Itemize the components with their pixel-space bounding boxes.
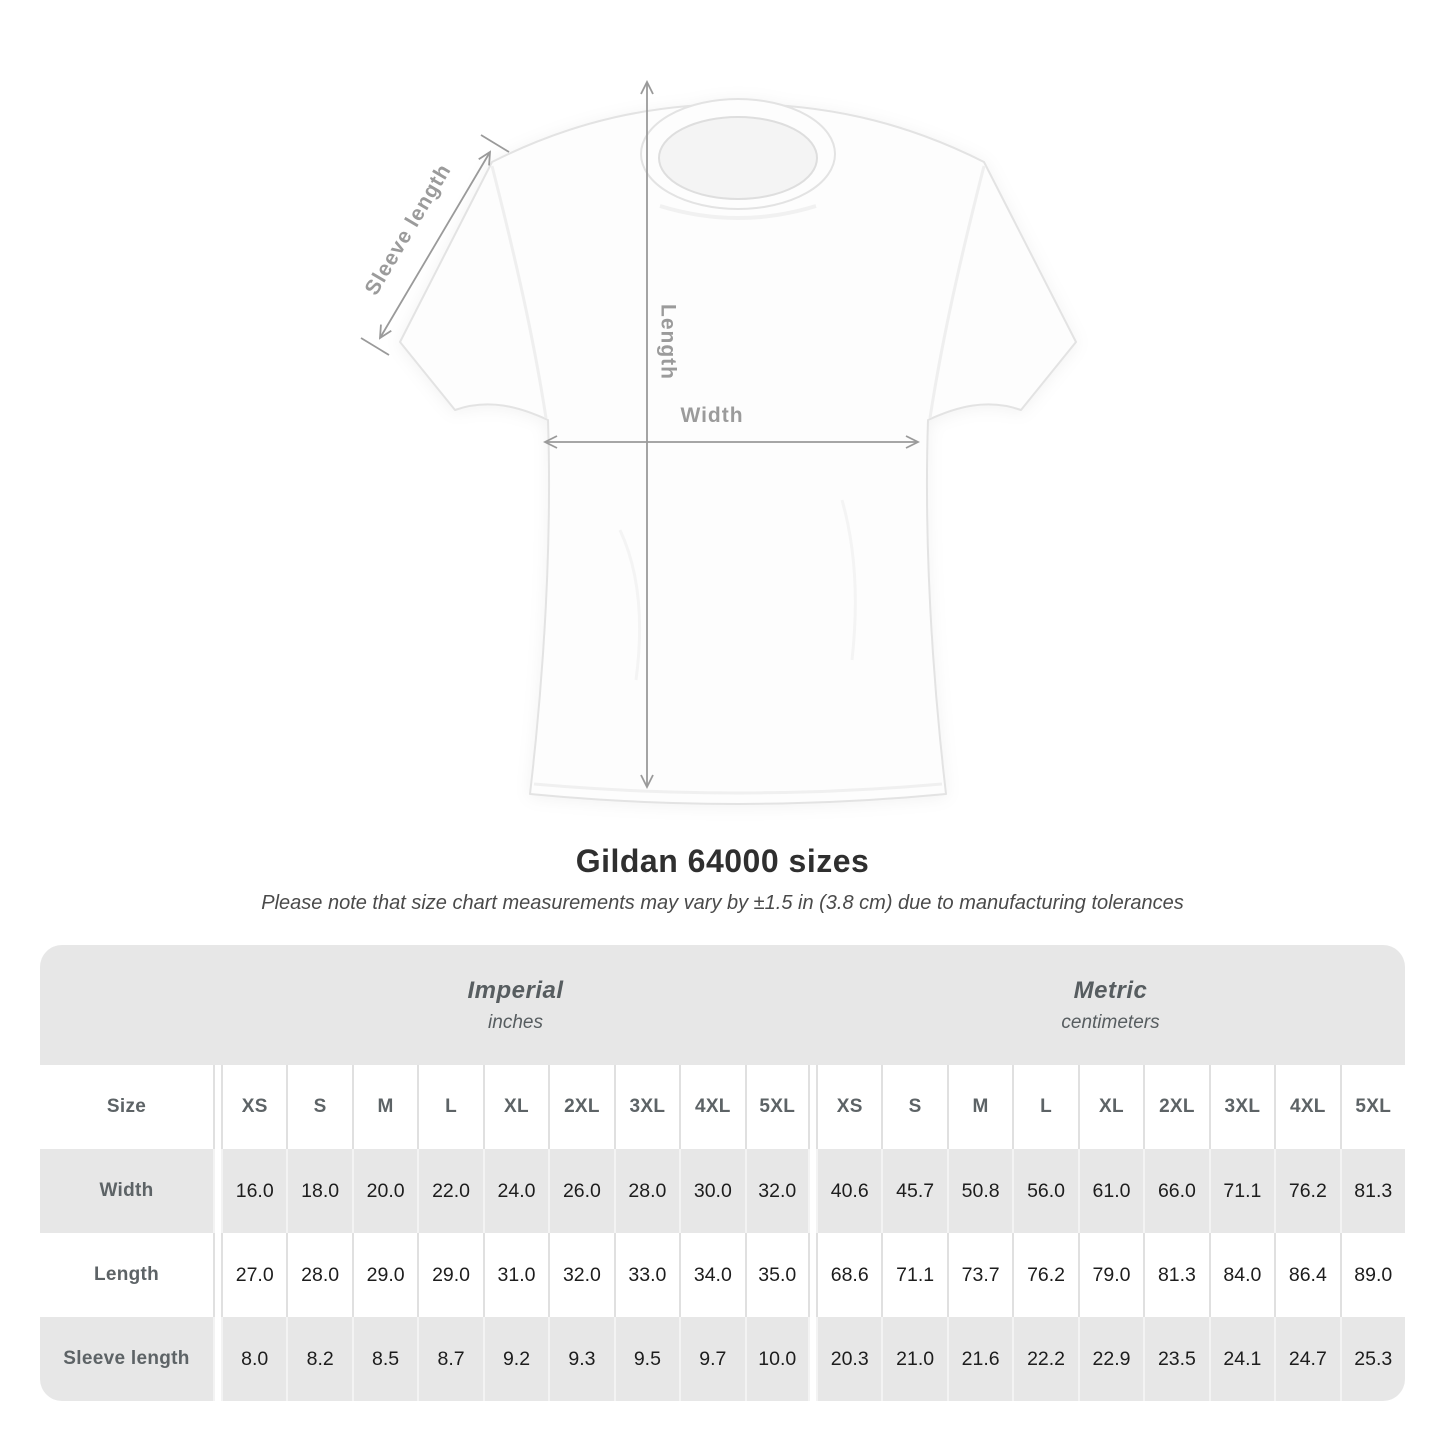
imperial-section-header: Imperial inches bbox=[221, 945, 810, 1065]
size-header-imperial-m: M bbox=[351, 1065, 417, 1149]
imperial-label: Imperial bbox=[467, 976, 564, 1004]
value-cell: 79.0 bbox=[1077, 1233, 1143, 1317]
value-cell: 45.7 bbox=[881, 1149, 947, 1233]
value-cell: 25.3 bbox=[1339, 1317, 1405, 1401]
value-cell: 9.7 bbox=[679, 1317, 745, 1401]
row-label-length: Length bbox=[40, 1233, 215, 1317]
size-header-imperial-5xl: 5XL bbox=[744, 1065, 810, 1149]
value-cell: 32.0 bbox=[744, 1149, 810, 1233]
value-cell: 20.3 bbox=[815, 1317, 882, 1401]
size-header-metric-xs: XS bbox=[815, 1065, 881, 1149]
width-label: Width bbox=[680, 404, 743, 427]
tshirt-measurement-diagram: Length Width Sleeve length bbox=[320, 30, 1130, 830]
size-header-metric-s: S bbox=[881, 1065, 946, 1149]
value-cell: 81.3 bbox=[1339, 1149, 1405, 1233]
value-cell: 22.2 bbox=[1012, 1317, 1078, 1401]
size-header-imperial-xl: XL bbox=[482, 1065, 548, 1149]
size-header-imperial-l: L bbox=[417, 1065, 482, 1149]
size-header-metric-l: L bbox=[1012, 1065, 1077, 1149]
value-cell: 16.0 bbox=[221, 1149, 287, 1233]
length-label: Length bbox=[656, 304, 679, 380]
size-table: Imperial inches Metric centimeters Size … bbox=[40, 945, 1405, 1401]
metric-section-header: Metric centimeters bbox=[816, 945, 1405, 1065]
value-cell: 23.5 bbox=[1143, 1317, 1209, 1401]
metric-unit: centimeters bbox=[1061, 1011, 1160, 1033]
value-cell: 24.7 bbox=[1274, 1317, 1340, 1401]
sleeve-length-arrow bbox=[360, 134, 510, 356]
value-cell: 35.0 bbox=[744, 1233, 810, 1317]
row-label-width: Width bbox=[40, 1149, 215, 1233]
value-cell: 29.0 bbox=[417, 1233, 482, 1317]
value-cell: 50.8 bbox=[946, 1149, 1013, 1233]
value-cell: 68.6 bbox=[815, 1233, 881, 1317]
row-label-sleeve-length: Sleeve length bbox=[40, 1317, 215, 1401]
imperial-unit: inches bbox=[488, 1011, 543, 1033]
table-row-length: Length 27.0 28.0 29.0 29.0 31.0 32.0 33.… bbox=[40, 1233, 1405, 1317]
value-cell: 76.2 bbox=[1012, 1233, 1077, 1317]
value-cell: 18.0 bbox=[286, 1149, 352, 1233]
value-cell: 8.2 bbox=[286, 1317, 352, 1401]
metric-label: Metric bbox=[1073, 976, 1148, 1004]
value-cell: 84.0 bbox=[1208, 1233, 1274, 1317]
value-cell: 22.0 bbox=[417, 1149, 483, 1233]
page-title: Gildan 64000 sizes bbox=[575, 843, 870, 879]
size-header-metric-2xl: 2XL bbox=[1143, 1065, 1208, 1149]
value-cell: 56.0 bbox=[1012, 1149, 1078, 1233]
value-cell: 9.2 bbox=[482, 1317, 549, 1401]
value-cell: 24.1 bbox=[1208, 1317, 1275, 1401]
value-cell: 89.0 bbox=[1339, 1233, 1405, 1317]
size-column-header: Size bbox=[40, 1065, 215, 1149]
value-cell: 9.5 bbox=[613, 1317, 680, 1401]
value-cell: 29.0 bbox=[351, 1233, 417, 1317]
value-cell: 22.9 bbox=[1077, 1317, 1144, 1401]
size-header-imperial-s: S bbox=[286, 1065, 351, 1149]
unit-header-band: Imperial inches Metric centimeters bbox=[40, 945, 1405, 1065]
value-cell: 31.0 bbox=[482, 1233, 548, 1317]
value-cell: 28.0 bbox=[613, 1149, 680, 1233]
value-cell: 28.0 bbox=[286, 1233, 351, 1317]
value-cell: 21.0 bbox=[881, 1317, 947, 1401]
tshirt-illustration bbox=[399, 98, 1077, 805]
size-header-metric-4xl: 4XL bbox=[1274, 1065, 1339, 1149]
value-cell: 40.6 bbox=[815, 1149, 882, 1233]
tolerance-note: Please note that size chart measurements… bbox=[261, 892, 1184, 914]
size-header-metric-5xl: 5XL bbox=[1339, 1065, 1405, 1149]
value-cell: 81.3 bbox=[1143, 1233, 1208, 1317]
value-cell: 8.5 bbox=[351, 1317, 418, 1401]
value-cell: 20.0 bbox=[351, 1149, 418, 1233]
value-cell: 33.0 bbox=[613, 1233, 679, 1317]
size-header-imperial-4xl: 4XL bbox=[679, 1065, 744, 1149]
value-cell: 9.3 bbox=[548, 1317, 614, 1401]
value-cell: 34.0 bbox=[679, 1233, 744, 1317]
value-cell: 73.7 bbox=[946, 1233, 1012, 1317]
value-cell: 8.0 bbox=[221, 1317, 287, 1401]
value-cell: 24.0 bbox=[482, 1149, 549, 1233]
value-cell: 76.2 bbox=[1274, 1149, 1340, 1233]
value-cell: 8.7 bbox=[417, 1317, 483, 1401]
value-cell: 27.0 bbox=[221, 1233, 286, 1317]
value-cell: 21.6 bbox=[946, 1317, 1013, 1401]
size-header-metric-xl: XL bbox=[1077, 1065, 1143, 1149]
value-cell: 32.0 bbox=[548, 1233, 613, 1317]
value-cell: 71.1 bbox=[1208, 1149, 1275, 1233]
value-cell: 86.4 bbox=[1274, 1233, 1339, 1317]
value-cell: 10.0 bbox=[744, 1317, 810, 1401]
size-header-imperial-3xl: 3XL bbox=[613, 1065, 679, 1149]
value-cell: 61.0 bbox=[1077, 1149, 1144, 1233]
tshirt-graphic: Length Width Sleeve length bbox=[360, 30, 1077, 805]
value-cell: 71.1 bbox=[881, 1233, 946, 1317]
value-cell: 30.0 bbox=[679, 1149, 745, 1233]
table-row-width: Width 16.0 18.0 20.0 22.0 24.0 26.0 28.0… bbox=[40, 1149, 1405, 1233]
table-row-sleeve-length: Sleeve length 8.0 8.2 8.5 8.7 9.2 9.3 9.… bbox=[40, 1317, 1405, 1401]
value-cell: 66.0 bbox=[1143, 1149, 1209, 1233]
size-header-metric-m: M bbox=[946, 1065, 1012, 1149]
size-header-metric-3xl: 3XL bbox=[1208, 1065, 1274, 1149]
size-header-row: Size XS S M L XL 2XL 3XL 4XL 5XL XS S M … bbox=[40, 1065, 1405, 1149]
value-cell: 26.0 bbox=[548, 1149, 614, 1233]
size-header-imperial-xs: XS bbox=[221, 1065, 286, 1149]
size-header-imperial-2xl: 2XL bbox=[548, 1065, 613, 1149]
